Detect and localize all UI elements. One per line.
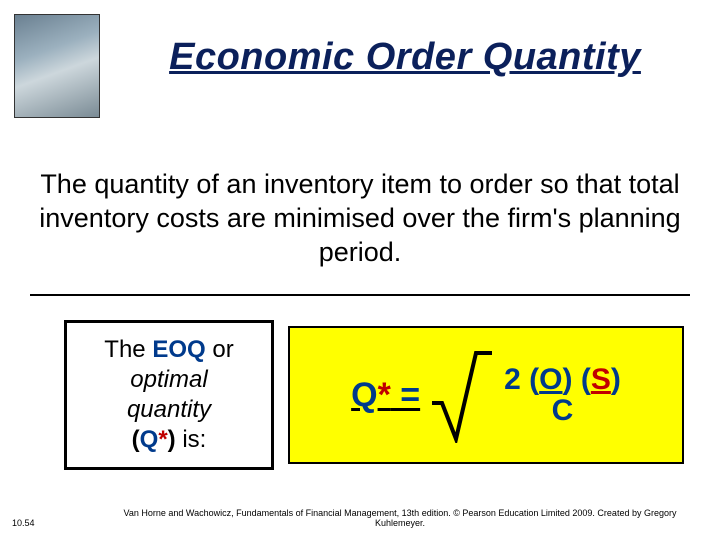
slide-number: 10.54	[12, 518, 35, 528]
text-or: or	[206, 336, 234, 363]
formula-s: S	[591, 363, 611, 396]
square-root-icon	[432, 347, 492, 443]
denominator: C	[552, 395, 574, 427]
formula-star: *	[378, 376, 391, 414]
fraction: 2 (O) (S) C	[504, 364, 621, 427]
qstar-parens: (Q*)	[132, 426, 176, 453]
title-container: Economic Order Quantity	[110, 36, 700, 79]
text-optimal: optimal	[130, 366, 207, 393]
text-quantity: quantity	[127, 396, 211, 423]
eoq-description-box: The EOQ or optimal quantity (Q*) is:	[64, 320, 274, 470]
q-label: Q	[140, 426, 159, 453]
qstar-equals: Q* =	[351, 376, 420, 415]
horizontal-rule	[30, 294, 690, 296]
eoq-term: EOQ	[152, 336, 205, 363]
slide-title: Economic Order Quantity	[110, 36, 700, 79]
numerator: 2 (O) (S)	[504, 364, 621, 396]
eoq-description-text: The EOQ or optimal quantity (Q*) is:	[104, 335, 233, 455]
definition-text: The quantity of an inventory item to ord…	[30, 168, 690, 269]
text-is: is:	[176, 426, 207, 453]
thumbnail-image	[14, 14, 100, 118]
s-paren: (S)	[581, 363, 621, 396]
formula: Q* = 2 (O) (S) C	[351, 347, 621, 443]
slide-title-text: Economic Order Quantity	[169, 36, 641, 78]
formula-two: 2	[504, 363, 521, 396]
text-prefix: The	[104, 336, 152, 363]
formula-q: Q	[351, 376, 377, 414]
formula-o: O	[539, 363, 562, 396]
formula-box: Q* = 2 (O) (S) C	[288, 326, 684, 464]
star-symbol: *	[158, 426, 167, 453]
credits-text: Van Horne and Wachowicz, Fundamentals of…	[110, 508, 690, 528]
formula-equals: =	[391, 376, 420, 414]
o-paren: (O)	[529, 363, 572, 396]
